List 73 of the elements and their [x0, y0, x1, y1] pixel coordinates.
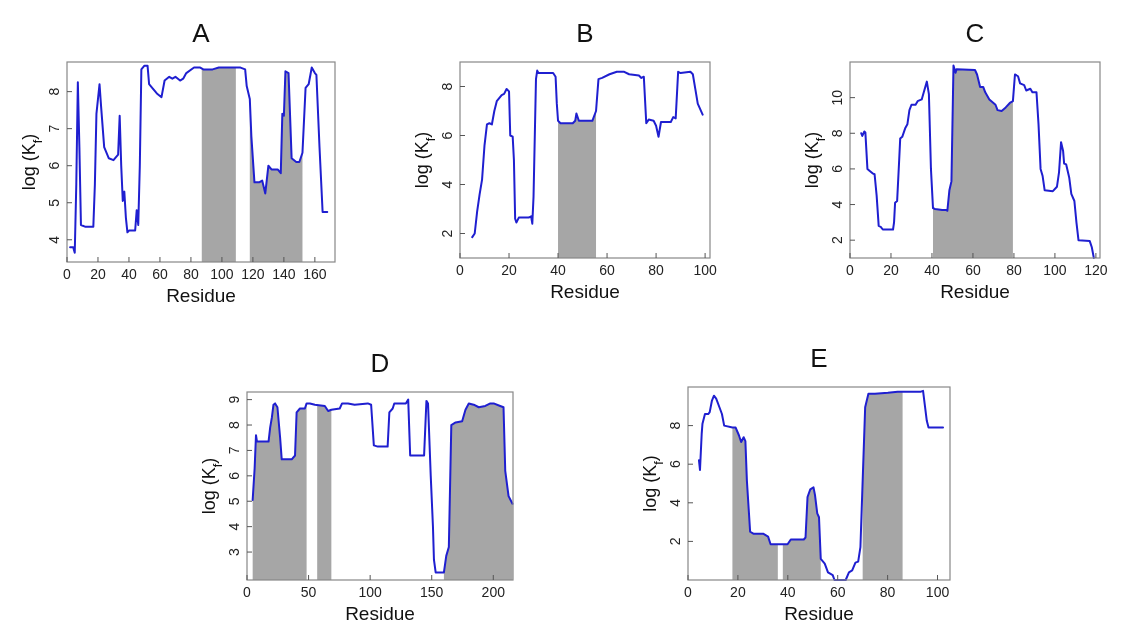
y-tick-label: 8: [46, 87, 62, 96]
y-tick-label: 4: [46, 235, 62, 244]
x-tick-label: 80: [1006, 262, 1022, 278]
y-tick-label: 7: [226, 446, 242, 455]
x-tick-label: 200: [481, 584, 506, 600]
y-tick-label: 7: [46, 124, 62, 133]
y-tick-label: 2: [829, 236, 845, 245]
x-tick-label: 60: [599, 262, 616, 278]
y-tick-label: 6: [226, 471, 242, 480]
line-series: [251, 398, 514, 574]
x-axis-title: Residue: [784, 603, 854, 624]
y-tick-label: 4: [829, 200, 845, 209]
x-tick-label: 0: [63, 266, 72, 282]
y-tick-label: 4: [226, 522, 242, 531]
chart-title: D: [370, 348, 390, 378]
y-tick-label: 6: [829, 164, 845, 173]
y-tick-label: 6: [46, 161, 62, 170]
y-tick-label: 4: [439, 180, 455, 189]
y-tick-label: 8: [667, 421, 683, 430]
y-tick-label: 5: [226, 497, 242, 506]
y-tick-label: 2: [667, 537, 683, 546]
y-tick-label: 8: [829, 129, 845, 138]
y-tick-label: 10: [829, 89, 845, 106]
y-tick-label: 2: [439, 229, 455, 238]
x-tick-label: 0: [846, 262, 855, 278]
x-tick-label: 160: [303, 266, 327, 282]
y-tick-label: 6: [667, 460, 683, 469]
x-tick-label: 80: [183, 266, 199, 282]
x-tick-label: 40: [121, 266, 137, 282]
line-series: [471, 69, 704, 239]
y-tick-label: 3: [226, 547, 242, 556]
chart-title: B: [576, 18, 594, 48]
chart-title: A: [192, 18, 211, 48]
x-tick-label: 120: [241, 266, 265, 282]
x-tick-label: 40: [550, 262, 567, 278]
x-tick-label: 20: [883, 262, 899, 278]
y-tick-label: 9: [226, 395, 242, 404]
x-tick-label: 50: [300, 584, 317, 600]
x-tick-label: 120: [1084, 262, 1108, 278]
x-tick-label: 100: [210, 266, 234, 282]
x-tick-label: 60: [829, 584, 846, 600]
x-tick-label: 0: [456, 262, 465, 278]
chart-title: E: [810, 343, 828, 373]
x-tick-label: 20: [501, 262, 518, 278]
chart-title: C: [965, 18, 985, 48]
x-tick-label: 100: [358, 584, 383, 600]
x-tick-label: 60: [965, 262, 981, 278]
x-tick-label: 100: [693, 262, 717, 278]
x-tick-label: 0: [684, 584, 693, 600]
x-tick-label: 80: [879, 584, 896, 600]
x-tick-label: 60: [152, 266, 168, 282]
x-tick-label: 0: [243, 584, 252, 600]
x-tick-label: 100: [925, 584, 950, 600]
x-tick-label: 140: [272, 266, 296, 282]
x-axis-title: Residue: [940, 281, 1010, 302]
x-axis-title: Residue: [166, 285, 236, 306]
x-axis-title: Residue: [345, 603, 415, 624]
line-series: [697, 389, 945, 581]
x-tick-label: 150: [420, 584, 444, 600]
x-tick-label: 80: [648, 262, 665, 278]
line-series: [860, 64, 1095, 259]
x-tick-label: 20: [90, 266, 106, 282]
x-axis-title: Residue: [550, 281, 620, 302]
y-tick-label: 8: [439, 82, 455, 91]
y-tick-label: 4: [667, 498, 683, 507]
x-tick-label: 40: [780, 584, 796, 600]
x-tick-label: 20: [730, 584, 746, 600]
y-tick-label: 5: [46, 198, 62, 207]
x-tick-label: 100: [1043, 262, 1067, 278]
x-tick-label: 40: [924, 262, 940, 278]
y-tick-label: 8: [226, 420, 242, 429]
line-series: [69, 64, 329, 254]
y-tick-label: 6: [439, 131, 455, 140]
